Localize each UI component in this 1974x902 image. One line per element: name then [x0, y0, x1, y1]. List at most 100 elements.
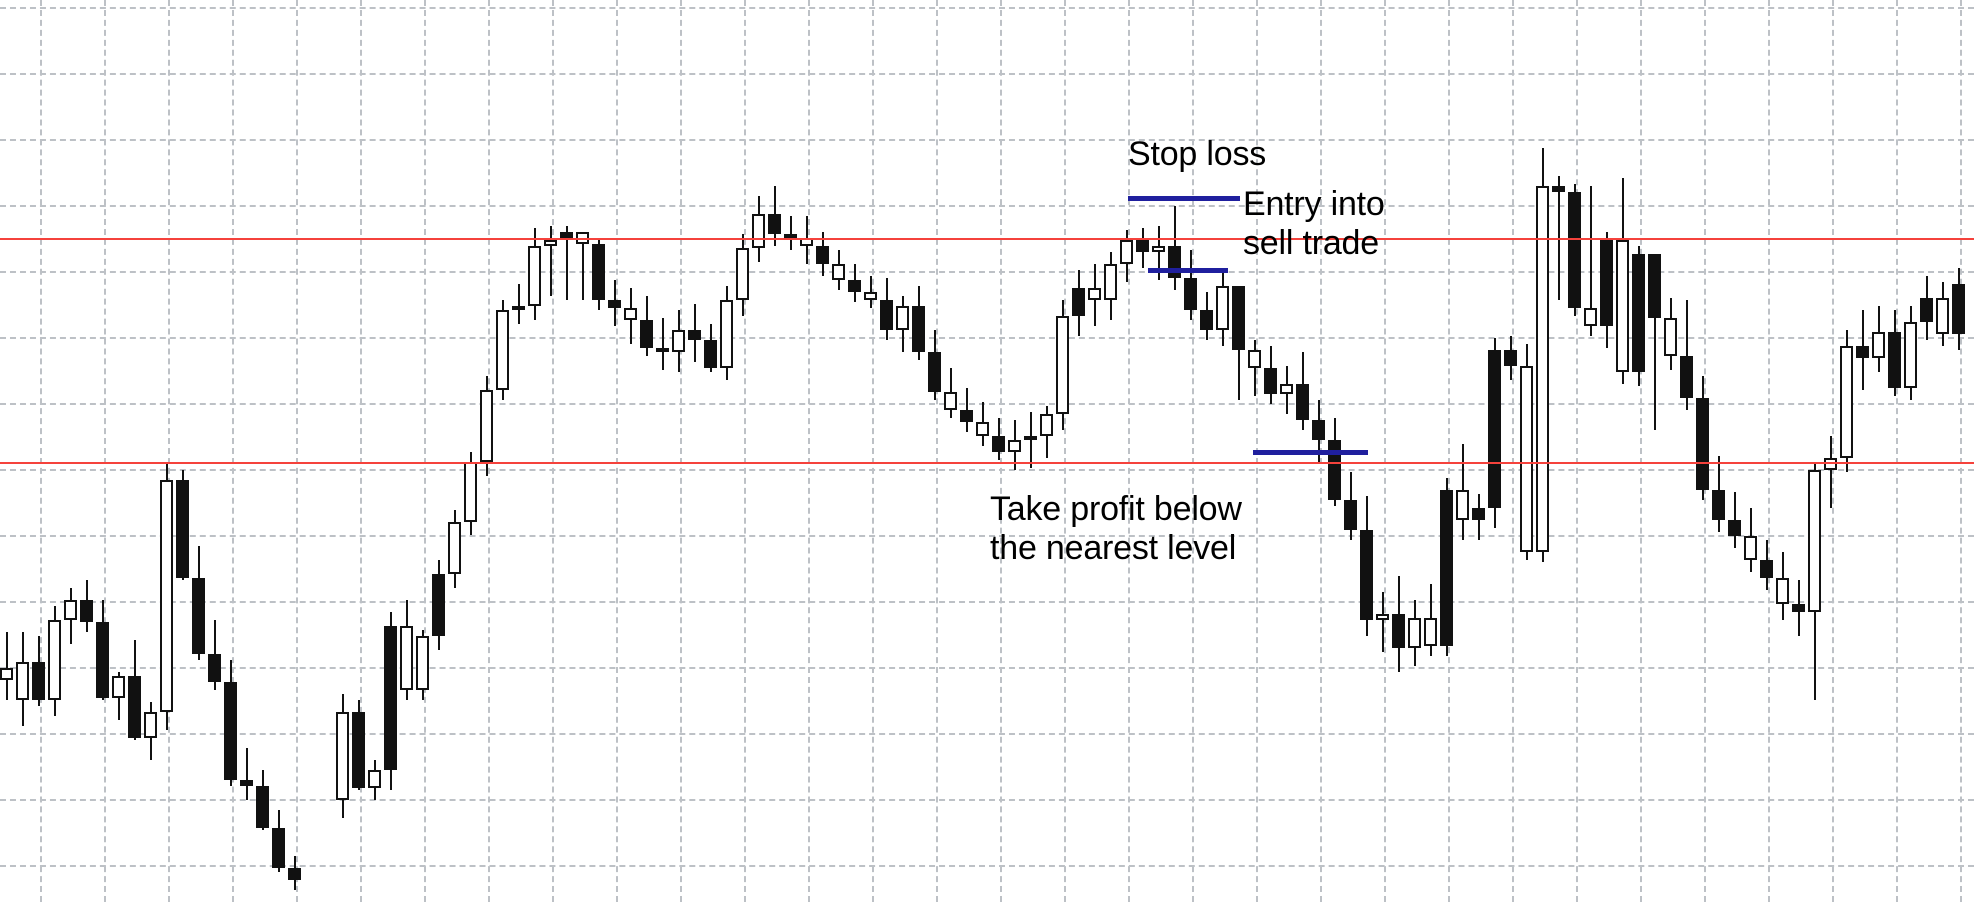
- candle-wick: [661, 318, 664, 370]
- candle-wick: [1653, 300, 1656, 430]
- candlestick: [336, 0, 349, 902]
- candle-body-up: [336, 712, 349, 800]
- candle-body-up: [1376, 614, 1389, 620]
- candle-body-up: [832, 264, 845, 280]
- candle-body-down: [1328, 440, 1341, 500]
- candlestick: [1648, 0, 1661, 902]
- candlestick: [80, 0, 93, 902]
- candle-body-down: [1696, 398, 1709, 490]
- candle-body-down: [1600, 240, 1613, 326]
- candle-wick: [1829, 436, 1832, 508]
- candlestick: [528, 0, 541, 902]
- candlestick: [624, 0, 637, 902]
- candle-wick: [1253, 340, 1256, 396]
- candle-body-down: [1712, 490, 1725, 520]
- candle-body-down: [1552, 186, 1565, 192]
- candle-body-down: [256, 786, 269, 828]
- candlestick: [1424, 0, 1437, 902]
- candlestick: [1632, 0, 1645, 902]
- candlestick: [560, 0, 573, 902]
- candle-body-up: [544, 240, 557, 246]
- candlestick: [1312, 0, 1325, 902]
- candlestick: [1264, 0, 1277, 902]
- candle-body-down: [784, 234, 797, 238]
- candlestick: [432, 0, 445, 902]
- candle-body-down: [960, 410, 973, 422]
- candle-body-up: [896, 306, 909, 330]
- candle-body-up: [624, 308, 637, 320]
- candlestick: [1872, 0, 1885, 902]
- candlestick: [576, 0, 589, 902]
- candle-body-down: [688, 330, 701, 340]
- candlestick: [1536, 0, 1549, 902]
- candlestick: [1584, 0, 1597, 902]
- candlestick: [896, 0, 909, 902]
- candlestick: [1232, 0, 1245, 902]
- candlestick: [1952, 0, 1965, 902]
- candle-body-up: [16, 662, 29, 700]
- candlestick: [800, 0, 813, 902]
- candle-body-down: [656, 348, 669, 352]
- candlestick: [1136, 0, 1149, 902]
- candlestick: [1008, 0, 1021, 902]
- candlestick: [1120, 0, 1133, 902]
- candle-body-down: [880, 300, 893, 330]
- candle-body-down: [208, 654, 221, 682]
- candle-body-down: [1856, 346, 1869, 358]
- candle-body-up: [160, 480, 173, 712]
- candlestick: [1776, 0, 1789, 902]
- take-profit-line: [1253, 450, 1368, 455]
- candlestick: [880, 0, 893, 902]
- candle-body-down: [240, 780, 253, 786]
- candle-body-up: [1216, 286, 1229, 330]
- candlestick: [1200, 0, 1213, 902]
- candlestick: [1936, 0, 1949, 902]
- candlestick: [96, 0, 109, 902]
- candle-body-up: [1424, 618, 1437, 646]
- candlestick: [672, 0, 685, 902]
- candle-body-up: [1280, 384, 1293, 394]
- candle-body-up: [1120, 240, 1133, 264]
- candle-body-down: [224, 682, 237, 780]
- candle-body-down: [1184, 278, 1197, 310]
- candle-body-up: [0, 668, 13, 680]
- candlestick: [1568, 0, 1581, 902]
- candlestick: [400, 0, 413, 902]
- candlestick: [1504, 0, 1517, 902]
- candlestick: [1888, 0, 1901, 902]
- candle-wick: [581, 234, 584, 300]
- candle-wick: [549, 226, 552, 296]
- candle-body-up: [944, 392, 957, 410]
- candle-wick: [1237, 326, 1240, 400]
- candle-body-up: [448, 522, 461, 574]
- candlestick: [976, 0, 989, 902]
- candlestick: [1344, 0, 1357, 902]
- candle-body-up: [1040, 414, 1053, 436]
- candlestick: [416, 0, 429, 902]
- candle-body-down: [608, 300, 621, 308]
- candle-body-up: [720, 300, 733, 368]
- candlestick: [1248, 0, 1261, 902]
- candle-body-down: [1296, 384, 1309, 420]
- candlestick: [848, 0, 861, 902]
- candle-body-down: [352, 712, 365, 788]
- candle-body-down: [1504, 350, 1517, 366]
- candlestick: [832, 0, 845, 902]
- candle-body-down: [176, 480, 189, 578]
- candlestick: [224, 0, 237, 902]
- candlestick: [912, 0, 925, 902]
- candlestick: [1824, 0, 1837, 902]
- candle-body-down: [592, 244, 605, 300]
- candlestick: [1616, 0, 1629, 902]
- candle-body-down: [272, 828, 285, 868]
- candle-wick: [1685, 300, 1688, 410]
- candle-body-up: [416, 636, 429, 690]
- candle-body-down: [1952, 284, 1965, 334]
- stop-loss-line: [1128, 196, 1240, 201]
- candlestick: [1152, 0, 1165, 902]
- candle-body-down: [704, 340, 717, 368]
- candle-body-up: [864, 292, 877, 300]
- candle-body-down: [912, 306, 925, 352]
